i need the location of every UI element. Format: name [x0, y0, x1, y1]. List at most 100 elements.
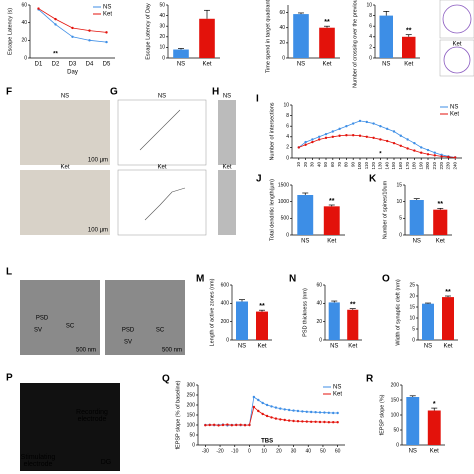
x-tick-label: NS [238, 344, 246, 350]
y-tick-label: 100 [187, 422, 196, 428]
x-tick-label: 130 [378, 162, 383, 170]
bar [323, 206, 340, 235]
point [338, 134, 341, 137]
bar [406, 397, 420, 445]
panel-letter: M [196, 274, 204, 285]
y-tick-label: 50 [189, 432, 195, 438]
em-image [20, 280, 100, 355]
point [296, 409, 300, 413]
legend-label: Ket [333, 392, 342, 398]
point [261, 412, 264, 416]
image-label: Recording [76, 409, 108, 416]
point [358, 119, 362, 123]
x-tick-label: D5 [103, 62, 111, 68]
y-tick-label: 5 [399, 216, 402, 222]
y-axis-label: PSD thickness (nm) [302, 288, 308, 337]
bar [328, 302, 340, 340]
point [37, 7, 40, 10]
bar [442, 297, 454, 340]
y-axis-label: Number of crossing over the previous pla… [352, 0, 358, 88]
x-tick-label: D2 [52, 62, 60, 68]
point [454, 156, 457, 159]
legend-label: NS [450, 105, 458, 111]
image-label: 500 nm [162, 348, 182, 354]
x-tick-label: 50 [323, 162, 328, 168]
neuron-tracing [144, 187, 186, 221]
legend-label: NS [333, 385, 341, 391]
point [323, 411, 326, 414]
point [318, 420, 322, 424]
y-tick-label: 0 [396, 442, 399, 448]
x-tick-label: 20 [276, 448, 282, 454]
legend-label: NS [103, 5, 111, 11]
point [252, 405, 256, 409]
point [399, 134, 402, 137]
y-tick-label: 500 [281, 216, 290, 222]
x-tick-label: 120 [371, 162, 376, 170]
point [314, 411, 317, 414]
point [217, 424, 220, 427]
y-tick-label: 600 [221, 282, 230, 288]
point [105, 40, 108, 44]
micrograph [20, 100, 110, 165]
x-tick-label: 230 [446, 162, 451, 170]
y-tick-label: 10 [159, 45, 165, 51]
tracing-frame [117, 99, 207, 166]
point [352, 134, 355, 137]
image-label: SV [124, 340, 132, 346]
y-tick-label: 30 [159, 24, 165, 30]
point [279, 418, 282, 421]
y-tick-label: 6 [369, 24, 372, 30]
significance: ** [438, 201, 444, 208]
x-tick-label: 90 [350, 162, 355, 168]
point [54, 17, 57, 21]
point [318, 411, 322, 414]
x-tick-label: Ket [348, 344, 357, 350]
x-axis-label: Day [67, 70, 78, 76]
point [324, 136, 328, 140]
y-tick-label: 0 [24, 55, 27, 61]
image-label: 100 µm [88, 158, 108, 164]
x-tick-label: 80 [344, 162, 349, 168]
point [379, 125, 382, 128]
x-tick-label: NS [413, 239, 421, 245]
y-tick-label: 20 [316, 319, 322, 325]
series-line [298, 120, 456, 158]
point [413, 149, 416, 152]
panel-letter: F [6, 87, 12, 98]
track-image [439, 0, 474, 39]
x-tick-label: -30 [202, 448, 209, 454]
significance: ** [406, 28, 412, 35]
point [338, 127, 341, 131]
image-label: 100 µm [88, 228, 108, 234]
point [420, 151, 423, 154]
y-axis-label: Escape Latency (s) [7, 8, 13, 55]
point [296, 420, 300, 423]
track-image [439, 39, 474, 77]
y-tick-label: 50 [393, 427, 399, 433]
image-label: 500 nm [76, 348, 96, 354]
y-tick-label: 15 [409, 304, 415, 310]
y-tick-label: 150 [391, 397, 400, 403]
panel-letter: O [382, 274, 390, 285]
point [221, 423, 225, 427]
x-tick-label: 60 [330, 162, 335, 168]
significance: * [433, 401, 436, 408]
image-label: Ket [60, 165, 69, 171]
y-tick-label: 20 [409, 293, 415, 299]
panel-letter: P [6, 373, 13, 384]
point [336, 421, 339, 424]
point [365, 135, 368, 138]
point [372, 122, 375, 125]
point [331, 130, 334, 133]
image-label: DG [101, 459, 112, 466]
panel-letter: R [366, 374, 374, 385]
point [305, 410, 308, 413]
point [261, 401, 264, 405]
y-tick-label: 10 [366, 2, 372, 8]
y-axis-label: fEPSP slope (% of baseline) [175, 380, 181, 449]
point [318, 135, 321, 138]
dendrite-image [218, 170, 236, 235]
dendrite-image [218, 100, 236, 165]
x-tick-label: 30 [310, 162, 315, 168]
